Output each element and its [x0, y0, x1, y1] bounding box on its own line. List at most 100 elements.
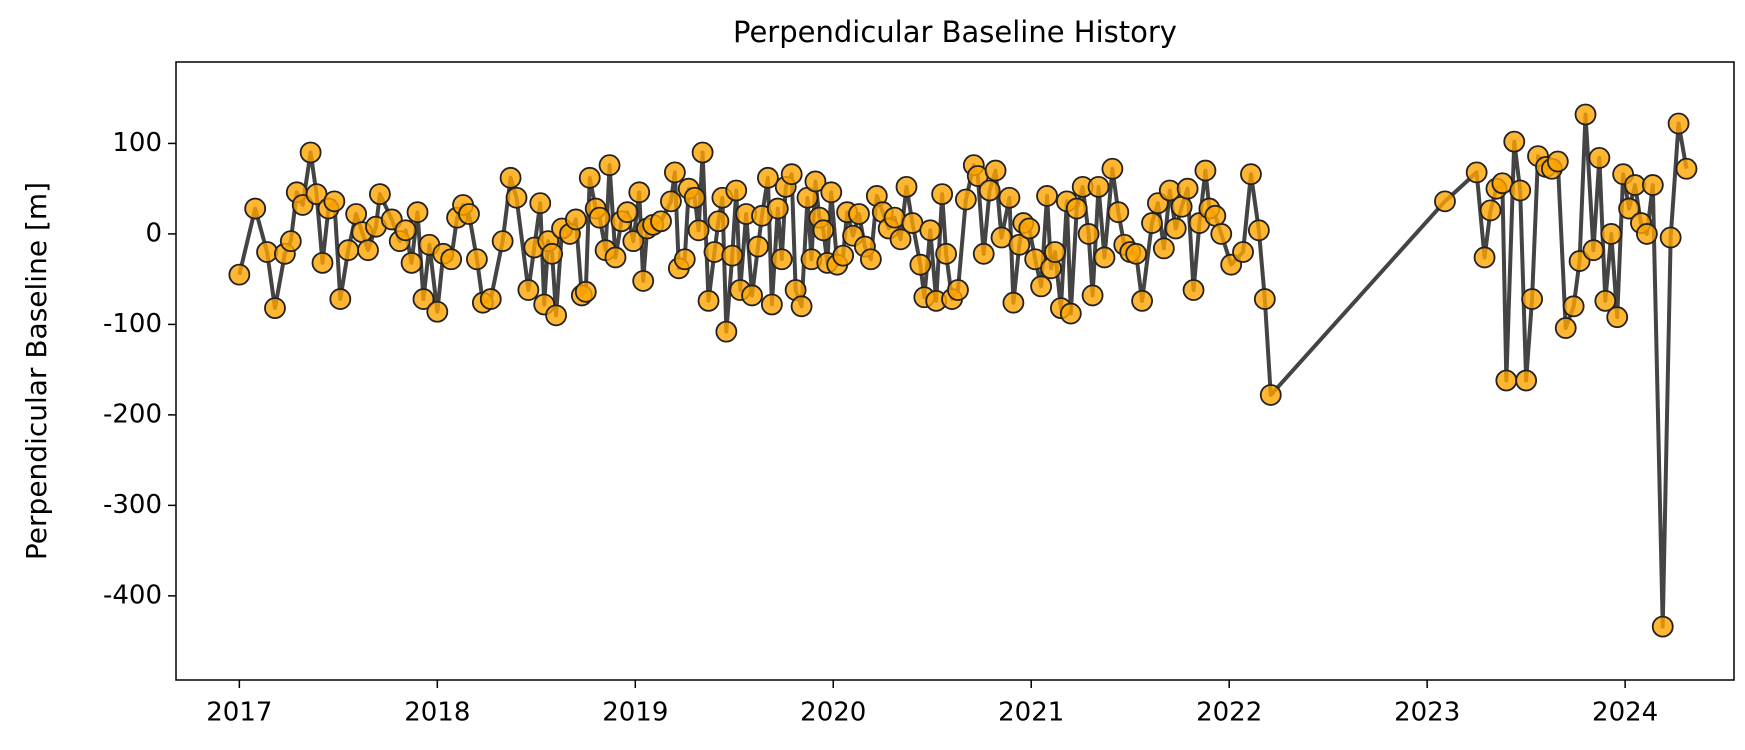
data-point	[1170, 195, 1193, 218]
data-point	[770, 248, 793, 271]
data-point	[545, 304, 567, 327]
data-point	[757, 166, 779, 189]
data-point	[1667, 112, 1690, 135]
y-axis-label: Perpendicular Baseline [m]	[20, 182, 53, 560]
data-point	[369, 183, 391, 206]
data-point	[931, 183, 954, 206]
data-point	[715, 320, 738, 343]
data-point	[1509, 179, 1532, 202]
data-point	[1107, 201, 1130, 224]
data-point	[895, 175, 918, 198]
data-point	[673, 248, 696, 271]
data-point	[935, 242, 957, 265]
data-point	[244, 197, 267, 220]
data-point	[329, 288, 352, 310]
y-tick-label: 100	[112, 128, 162, 158]
data-point	[228, 263, 251, 286]
data-point	[588, 206, 611, 229]
y-tick-label: 0	[145, 218, 162, 248]
data-point	[632, 270, 655, 292]
data-point	[1618, 197, 1640, 220]
data-point	[529, 192, 552, 215]
data-point	[919, 219, 942, 242]
data-point	[499, 166, 522, 189]
data-point	[883, 206, 906, 229]
data-point	[406, 201, 429, 224]
data-point	[311, 251, 334, 274]
data-point	[628, 181, 651, 204]
data-point	[1176, 177, 1199, 200]
data-point	[650, 210, 672, 233]
data-point	[1562, 295, 1585, 318]
data-point	[780, 163, 803, 186]
data-point	[660, 190, 682, 213]
data-point	[604, 246, 627, 269]
data-point	[1606, 306, 1629, 329]
data-point	[697, 289, 720, 312]
data-point	[1675, 157, 1698, 180]
data-point	[564, 208, 587, 231]
data-point	[1081, 284, 1104, 307]
data-point	[1554, 317, 1577, 339]
data-point	[1210, 223, 1233, 245]
data-point	[1259, 384, 1282, 406]
data-point	[1018, 217, 1041, 240]
data-point	[1008, 233, 1031, 256]
data-point	[703, 241, 726, 263]
data-point	[790, 295, 813, 318]
data-point	[1495, 369, 1518, 392]
data-point	[1002, 291, 1025, 314]
data-point	[479, 288, 502, 310]
data-point	[1059, 302, 1082, 325]
data-point	[337, 239, 360, 262]
data-point	[1473, 246, 1496, 269]
data-point	[345, 203, 368, 225]
chart-title: Perpendicular Baseline History	[733, 15, 1177, 49]
data-point	[1101, 157, 1124, 180]
data-point	[616, 201, 639, 224]
data-point	[691, 141, 714, 164]
data-point	[491, 230, 514, 253]
data-point	[972, 242, 995, 265]
data-point	[1659, 226, 1682, 249]
data-point	[954, 188, 977, 211]
data-point	[1077, 223, 1100, 245]
data-point	[1546, 150, 1569, 173]
data-point	[279, 230, 302, 253]
x-tick-label: 2020	[800, 698, 866, 728]
data-point	[832, 244, 855, 267]
data-point	[721, 244, 744, 267]
data-point	[663, 161, 686, 184]
data-point	[1651, 615, 1674, 638]
data-point	[683, 186, 706, 209]
data-point	[1087, 175, 1110, 198]
data-point	[541, 242, 564, 265]
data-point	[1515, 369, 1538, 392]
data-point	[458, 203, 480, 225]
data-point	[1232, 241, 1254, 263]
data-point	[812, 219, 835, 242]
data-point	[1503, 130, 1526, 153]
data-point	[1253, 288, 1276, 310]
data-point	[707, 210, 730, 233]
data-point	[1131, 289, 1153, 312]
data-point	[598, 154, 621, 177]
data-point	[412, 288, 435, 310]
data-point	[741, 284, 763, 307]
data-point	[264, 297, 286, 320]
x-tick-label: 2021	[998, 698, 1064, 728]
data-point	[1125, 242, 1148, 265]
x-tick-label: 2023	[1394, 698, 1460, 728]
data-point	[394, 219, 417, 242]
data-point	[1141, 212, 1163, 234]
y-tick-label: -400	[103, 580, 162, 610]
data-point	[1204, 204, 1227, 227]
data-point	[1247, 219, 1270, 242]
data-point	[1194, 159, 1217, 182]
x-tick-label: 2024	[1592, 698, 1658, 728]
data-point	[760, 293, 783, 316]
data-point	[1093, 246, 1116, 269]
x-tick-label: 2022	[1196, 698, 1262, 728]
data-point	[1434, 190, 1456, 213]
